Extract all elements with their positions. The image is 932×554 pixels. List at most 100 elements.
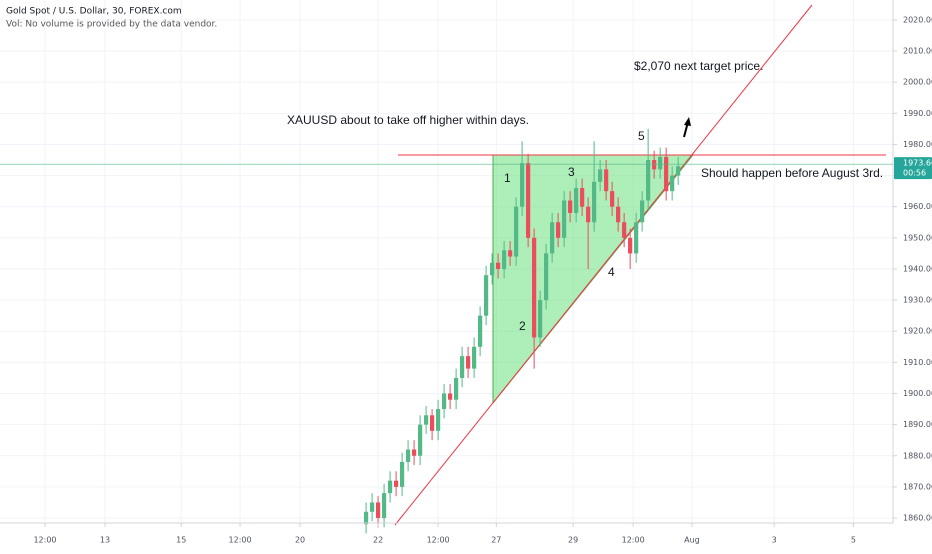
wave-label: 4	[608, 265, 615, 279]
candle-body	[538, 300, 543, 338]
x-tick-label: 12:00	[33, 536, 56, 545]
candle-body	[550, 222, 555, 254]
y-tick-label: 1940.00	[903, 264, 932, 273]
candle-body	[532, 237, 537, 338]
candle-body	[610, 191, 615, 207]
candle-body	[514, 206, 519, 257]
y-tick-label: 1900.00	[903, 389, 932, 398]
candle-body	[556, 222, 561, 238]
candle-body	[658, 156, 663, 170]
x-tick-label: 5	[851, 536, 856, 545]
y-tick-label: 1870.00	[903, 482, 932, 491]
y-tick-label: 1930.00	[903, 296, 932, 305]
candle-body	[429, 415, 435, 431]
y-tick-label: 1950.00	[903, 233, 932, 242]
x-tick-label: 12:00	[622, 536, 645, 545]
y-tick-label: 1980.00	[903, 140, 932, 149]
candle-body	[634, 222, 639, 254]
countdown-label: 00:56	[903, 169, 926, 178]
y-tick-label: 2000.00	[903, 78, 932, 87]
candle-body	[441, 393, 447, 410]
candle-body	[628, 237, 633, 254]
candle-body	[580, 188, 585, 207]
candle-body	[381, 493, 387, 519]
y-tick-label: 2020.00	[903, 15, 932, 24]
candle-body	[387, 480, 393, 494]
wave-label: 1	[504, 171, 511, 185]
candle-body	[664, 156, 669, 192]
chart-subtitle: Vol: No volume is provided by the data v…	[6, 20, 217, 30]
candle-body	[640, 200, 645, 223]
candle-body	[616, 206, 621, 223]
annotation: XAUUSD about to take off higher within d…	[287, 113, 529, 127]
candle-body	[417, 424, 423, 456]
candle-body	[448, 393, 453, 400]
y-tick-label: 1910.00	[903, 358, 932, 367]
candle-body	[604, 169, 609, 192]
y-tick-label: 1890.00	[903, 420, 932, 429]
last-price-label: 1973.66	[903, 159, 932, 168]
candle-body	[622, 222, 627, 238]
candle-body	[435, 409, 441, 431]
x-tick-label: 29	[568, 536, 578, 545]
x-tick-label: 12:00	[229, 536, 252, 545]
candle-body	[454, 377, 459, 400]
wave-label: 5	[638, 129, 645, 143]
x-tick-label: Aug	[684, 536, 700, 545]
candle-body	[598, 169, 603, 182]
candle-body	[399, 461, 405, 487]
y-tick-label: 1860.00	[903, 514, 932, 523]
arrow	[683, 117, 691, 138]
wave-label: 2	[519, 319, 526, 333]
candle-body	[586, 206, 591, 223]
candle-body	[423, 415, 429, 425]
candle-body	[405, 449, 411, 462]
candle-body	[490, 262, 495, 276]
candle-body	[478, 315, 483, 347]
x-tick-label: 13	[100, 536, 110, 545]
candle-body	[508, 250, 513, 257]
trend-line	[394, 4, 813, 526]
y-tick-label: 1960.00	[903, 202, 932, 211]
x-tick-label: 15	[176, 536, 186, 545]
candle-body	[676, 166, 681, 176]
x-tick-label: 22	[373, 536, 383, 545]
candle-body	[393, 480, 399, 487]
candle-body	[363, 511, 369, 525]
grid	[0, 0, 893, 523]
annotation: Should happen before August 3rd.	[701, 166, 883, 180]
x-tick-label: 12:00	[427, 536, 450, 545]
candle-body	[562, 200, 567, 238]
candle-body	[544, 253, 549, 301]
candle-body	[526, 163, 531, 238]
candle-body	[592, 181, 597, 223]
x-tick-label: 27	[491, 536, 501, 545]
candle-body	[411, 449, 417, 456]
y-tick-label: 1920.00	[903, 327, 932, 336]
annotation: $2,070 next target price.	[634, 59, 763, 73]
wave-label: 3	[568, 165, 575, 179]
candle-body	[646, 160, 651, 201]
y-tick-label: 1880.00	[903, 451, 932, 460]
candle-body	[472, 346, 477, 369]
last-price-box	[894, 157, 932, 180]
candle-body	[369, 502, 375, 512]
candle-body	[670, 175, 675, 192]
candle-body	[460, 356, 465, 378]
candle-body	[484, 275, 489, 316]
chart-title: Gold Spot / U.S. Dollar, 30, FOREX.com	[6, 7, 182, 17]
x-tick-label: 20	[295, 536, 305, 545]
candle-body	[375, 502, 381, 519]
y-tick-label: 1990.00	[903, 109, 932, 118]
candle-body	[466, 356, 471, 369]
candle-body	[652, 160, 657, 170]
y-tick-label: 2010.00	[903, 47, 932, 56]
x-tick-label: 3	[772, 536, 777, 545]
candles	[363, 128, 681, 534]
candle-body	[574, 188, 579, 213]
candle-body	[502, 250, 507, 269]
candle-body	[520, 163, 525, 207]
candle-body	[568, 200, 573, 213]
